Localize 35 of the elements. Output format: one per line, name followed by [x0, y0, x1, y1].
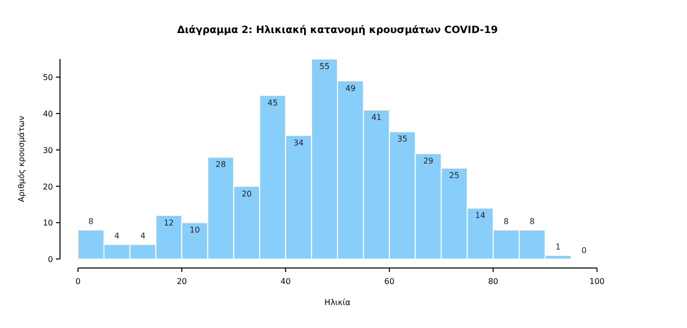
data-label: 35	[397, 134, 408, 144]
data-label: 34	[293, 138, 304, 148]
y-axis-title: Αριθμός κρουσμάτων	[17, 115, 26, 202]
y-tick-label: 0	[48, 255, 53, 264]
x-tick-label: 0	[75, 277, 81, 286]
x-tick-label: 100	[589, 277, 605, 286]
data-label: 8	[88, 216, 94, 226]
data-label: 41	[371, 112, 382, 122]
x-tick-label: 20	[176, 277, 187, 286]
x-tick-label: 80	[488, 277, 498, 286]
x-tick-label: 40	[280, 277, 291, 286]
data-label: 1	[556, 242, 561, 252]
data-label: 25	[449, 171, 460, 180]
data-label: 4	[140, 231, 146, 240]
chart-title: Διάγραμμα 2: Ηλικιακή κατανομή κρουσμάτων COVID-19	[177, 25, 498, 36]
data-label: 8	[530, 216, 535, 226]
y-tick-label: 10	[42, 218, 53, 228]
data-label: 45	[268, 98, 278, 108]
y-tick-label: 30	[42, 146, 53, 155]
data-label: 55	[319, 62, 330, 71]
data-label: 49	[345, 84, 356, 93]
data-label: 0	[581, 246, 587, 255]
data-label: 29	[423, 156, 434, 166]
data-label: 12	[164, 218, 174, 228]
y-tick-label: 40	[42, 110, 53, 119]
x-axis-title: Ηλικία	[324, 298, 351, 307]
x-tick-label: 60	[384, 277, 394, 286]
data-label: 14	[475, 211, 486, 220]
y-tick-label: 20	[42, 182, 53, 192]
y-tick-label: 50	[42, 73, 53, 82]
data-label: 10	[190, 226, 200, 235]
data-label: 8	[504, 216, 509, 226]
data-label: 28	[216, 160, 226, 170]
data-label: 20	[242, 189, 252, 198]
data-label: 4	[114, 231, 120, 240]
